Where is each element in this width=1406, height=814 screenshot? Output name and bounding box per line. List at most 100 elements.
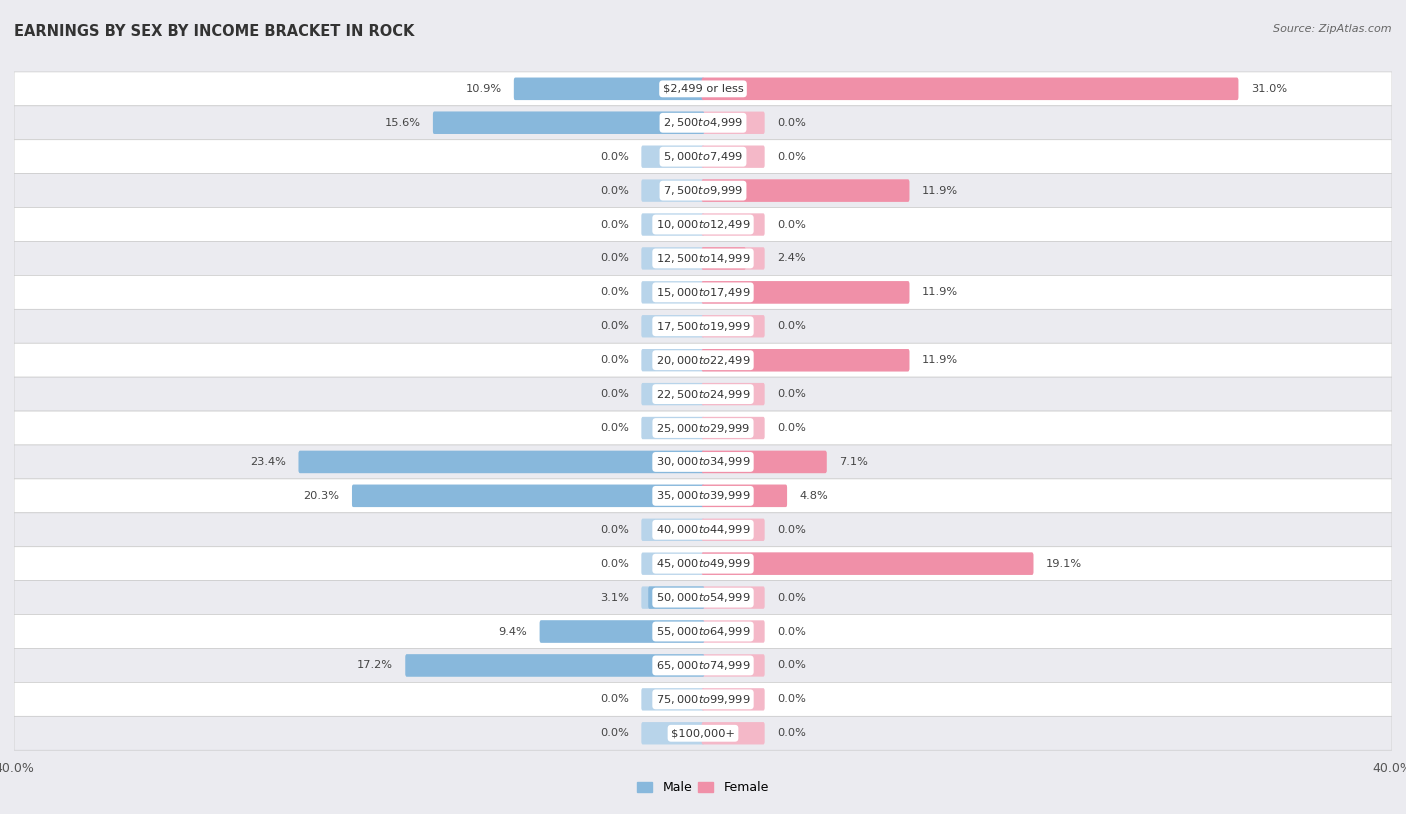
FancyBboxPatch shape	[14, 547, 1392, 580]
FancyBboxPatch shape	[641, 349, 704, 371]
FancyBboxPatch shape	[433, 112, 704, 134]
Text: $22,500 to $24,999: $22,500 to $24,999	[655, 387, 751, 400]
FancyBboxPatch shape	[641, 179, 704, 202]
Text: $5,000 to $7,499: $5,000 to $7,499	[664, 151, 742, 163]
FancyBboxPatch shape	[14, 682, 1392, 716]
Text: 9.4%: 9.4%	[499, 627, 527, 637]
FancyBboxPatch shape	[702, 553, 1033, 575]
FancyBboxPatch shape	[648, 586, 704, 609]
Text: 0.0%: 0.0%	[778, 593, 806, 602]
FancyBboxPatch shape	[702, 654, 765, 676]
Text: 19.1%: 19.1%	[1046, 558, 1081, 569]
FancyBboxPatch shape	[702, 586, 765, 609]
FancyBboxPatch shape	[702, 417, 765, 440]
Text: $17,500 to $19,999: $17,500 to $19,999	[655, 320, 751, 333]
FancyBboxPatch shape	[298, 451, 704, 473]
FancyBboxPatch shape	[14, 615, 1392, 649]
FancyBboxPatch shape	[702, 179, 910, 202]
FancyBboxPatch shape	[641, 553, 704, 575]
Text: 0.0%: 0.0%	[600, 322, 628, 331]
FancyBboxPatch shape	[14, 479, 1392, 513]
FancyBboxPatch shape	[702, 315, 765, 338]
FancyBboxPatch shape	[405, 654, 704, 676]
FancyBboxPatch shape	[641, 213, 704, 236]
FancyBboxPatch shape	[702, 349, 910, 371]
Text: 4.8%: 4.8%	[800, 491, 828, 501]
FancyBboxPatch shape	[702, 484, 787, 507]
FancyBboxPatch shape	[702, 553, 1033, 575]
FancyBboxPatch shape	[14, 106, 1392, 140]
FancyBboxPatch shape	[702, 213, 765, 236]
Text: 23.4%: 23.4%	[250, 457, 287, 467]
Text: $75,000 to $99,999: $75,000 to $99,999	[655, 693, 751, 706]
Text: 0.0%: 0.0%	[600, 151, 628, 162]
FancyBboxPatch shape	[513, 77, 704, 100]
Text: $45,000 to $49,999: $45,000 to $49,999	[655, 558, 751, 570]
FancyBboxPatch shape	[14, 445, 1392, 479]
Text: 0.0%: 0.0%	[600, 694, 628, 704]
FancyBboxPatch shape	[14, 173, 1392, 208]
FancyBboxPatch shape	[702, 179, 910, 202]
Legend: Male, Female: Male, Female	[633, 777, 773, 799]
FancyBboxPatch shape	[702, 112, 765, 134]
FancyBboxPatch shape	[702, 281, 910, 304]
FancyBboxPatch shape	[702, 451, 827, 473]
FancyBboxPatch shape	[702, 688, 765, 711]
FancyBboxPatch shape	[641, 315, 704, 338]
FancyBboxPatch shape	[641, 688, 704, 711]
FancyBboxPatch shape	[702, 620, 765, 643]
FancyBboxPatch shape	[702, 484, 787, 507]
Text: 0.0%: 0.0%	[778, 151, 806, 162]
FancyBboxPatch shape	[14, 72, 1392, 106]
FancyBboxPatch shape	[641, 519, 704, 541]
FancyBboxPatch shape	[14, 377, 1392, 411]
FancyBboxPatch shape	[540, 620, 704, 643]
FancyBboxPatch shape	[14, 344, 1392, 377]
FancyBboxPatch shape	[702, 349, 910, 371]
Text: 7.1%: 7.1%	[839, 457, 868, 467]
FancyBboxPatch shape	[702, 247, 765, 269]
Text: 2.4%: 2.4%	[778, 253, 806, 264]
FancyBboxPatch shape	[641, 247, 704, 269]
FancyBboxPatch shape	[298, 451, 704, 473]
FancyBboxPatch shape	[14, 140, 1392, 173]
Text: 0.0%: 0.0%	[778, 729, 806, 738]
FancyBboxPatch shape	[641, 146, 704, 168]
Text: $50,000 to $54,999: $50,000 to $54,999	[655, 591, 751, 604]
Text: 0.0%: 0.0%	[778, 118, 806, 128]
Text: 0.0%: 0.0%	[600, 423, 628, 433]
FancyBboxPatch shape	[641, 383, 704, 405]
FancyBboxPatch shape	[14, 649, 1392, 682]
Text: 0.0%: 0.0%	[600, 287, 628, 297]
FancyBboxPatch shape	[702, 383, 765, 405]
Text: 0.0%: 0.0%	[778, 220, 806, 230]
FancyBboxPatch shape	[14, 513, 1392, 547]
Text: $40,000 to $44,999: $40,000 to $44,999	[655, 523, 751, 536]
FancyBboxPatch shape	[14, 208, 1392, 242]
Text: 0.0%: 0.0%	[778, 627, 806, 637]
Text: $12,500 to $14,999: $12,500 to $14,999	[655, 252, 751, 265]
Text: 3.1%: 3.1%	[600, 593, 628, 602]
FancyBboxPatch shape	[14, 309, 1392, 344]
FancyBboxPatch shape	[702, 722, 765, 745]
Text: $25,000 to $29,999: $25,000 to $29,999	[655, 422, 751, 435]
Text: 0.0%: 0.0%	[600, 253, 628, 264]
FancyBboxPatch shape	[641, 722, 704, 745]
Text: $2,499 or less: $2,499 or less	[662, 84, 744, 94]
Text: 0.0%: 0.0%	[600, 220, 628, 230]
FancyBboxPatch shape	[702, 77, 1239, 100]
Text: 15.6%: 15.6%	[384, 118, 420, 128]
FancyBboxPatch shape	[513, 77, 704, 100]
Text: 0.0%: 0.0%	[778, 525, 806, 535]
FancyBboxPatch shape	[702, 247, 745, 269]
Text: 11.9%: 11.9%	[922, 186, 957, 195]
FancyBboxPatch shape	[641, 586, 704, 609]
Text: 11.9%: 11.9%	[922, 355, 957, 365]
Text: 0.0%: 0.0%	[778, 694, 806, 704]
FancyBboxPatch shape	[14, 242, 1392, 275]
Text: $100,000+: $100,000+	[671, 729, 735, 738]
Text: 0.0%: 0.0%	[778, 389, 806, 399]
Text: $15,000 to $17,499: $15,000 to $17,499	[655, 286, 751, 299]
Text: Source: ZipAtlas.com: Source: ZipAtlas.com	[1274, 24, 1392, 34]
FancyBboxPatch shape	[14, 580, 1392, 615]
